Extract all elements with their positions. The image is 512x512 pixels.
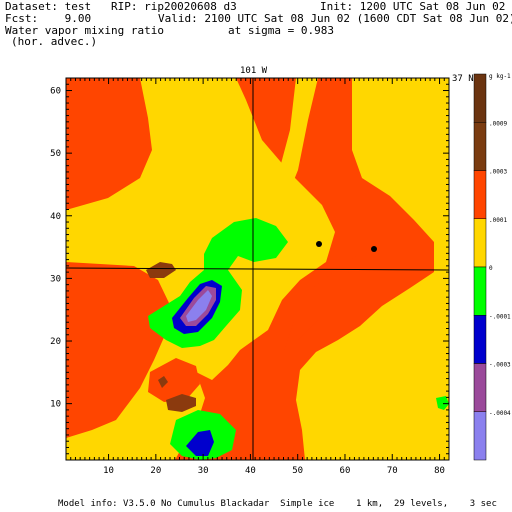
fill-orange-patch-west: [148, 358, 200, 402]
fill-yellow-lane: [255, 78, 318, 250]
y-tick-label: 10: [50, 400, 61, 410]
init-time-label: Init: 1200 UTC Sat 08 Jun 02: [320, 0, 506, 13]
colorbar-segment: [473, 73, 487, 123]
fill-yellow-east: [296, 78, 449, 460]
station-dot-2: [371, 246, 377, 252]
fill-blue-south: [186, 430, 214, 456]
colorbar-unit-label: g kg-1: [489, 73, 511, 80]
axis-layer: 10 20 30 40 50 60 70 80 10 20 30 40 50 60: [50, 77, 450, 476]
x-tick-label: 60: [340, 466, 351, 476]
colorbar-level-label: .0009: [489, 120, 507, 127]
colorbar-level-label: -.0003: [489, 362, 511, 369]
fill-brown-west: [146, 262, 176, 278]
colorbar-level-label: .0003: [489, 169, 507, 176]
colorbar-level-label: -.0001: [489, 313, 511, 320]
x-tick-label: 30: [198, 466, 209, 476]
fill-brown-small: [158, 376, 168, 388]
fill-brown-south: [166, 394, 196, 412]
colorbar-level-label: 0: [489, 265, 493, 272]
colorbar-segment: [473, 363, 487, 412]
y-tick-label: 20: [50, 337, 61, 347]
y-tick-label: 40: [50, 212, 61, 222]
y-tick-label: 50: [50, 149, 61, 159]
reference-line-37n: [65, 267, 450, 271]
x-tick-label: 50: [292, 466, 303, 476]
fill-green-east: [436, 396, 449, 410]
model-info-label: Model info: V3.5.0 No Cumulus Blackadar …: [58, 499, 497, 509]
colorbar-segment: [473, 411, 487, 461]
y-tick-label: 60: [50, 87, 61, 97]
y-tick-label: 30: [50, 274, 61, 284]
valid-time-label: Valid: 2100 UTC Sat 08 Jun 02 (1600 CDT …: [158, 12, 512, 25]
field-name-label: Water vapor mixing ratio: [5, 24, 164, 37]
station-dot-1: [316, 241, 322, 247]
x-tick-label: 70: [387, 466, 398, 476]
sigma-level-label: at sigma = 0.983: [228, 24, 334, 37]
fill-lavender-core: [186, 290, 212, 322]
dataset-label: Dataset: test RIP: rip20020608 d3: [5, 0, 237, 13]
fill-orange-tongue: [284, 256, 356, 350]
colorbar-segment: [473, 266, 487, 316]
x-tick-label: 20: [150, 466, 161, 476]
advection-label: (hor. advec.): [11, 35, 98, 48]
colorbar-segment: [473, 218, 487, 268]
colorbar-level-label: .0001: [489, 217, 507, 224]
colorbar-level-label: -.0004: [489, 410, 511, 417]
colorbar-segment: [473, 122, 487, 171]
x-tick-label: 80: [434, 466, 445, 476]
reference-label-101w: 101 W: [240, 66, 268, 76]
plot-frame: [65, 77, 450, 461]
x-tick-label: 10: [103, 466, 114, 476]
reference-label-37n: 37 N: [452, 74, 474, 84]
colorbar-segment: [473, 170, 487, 219]
colorbar-segment: [473, 315, 487, 364]
forecast-hour-label: Fcst: 9.00: [5, 12, 92, 25]
colorbar: .0009 .0003 .0001 0 -.0001 -.0003 -.0004 g kg-1: [473, 73, 511, 461]
x-tick-label: 40: [245, 466, 256, 476]
